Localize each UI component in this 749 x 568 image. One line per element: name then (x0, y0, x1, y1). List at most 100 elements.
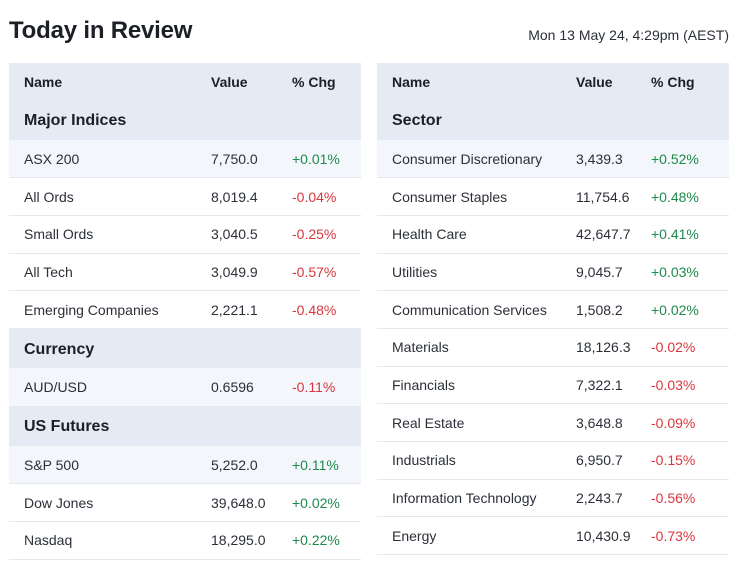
group-title: Major Indices (24, 112, 127, 129)
row-change: +0.22% (292, 532, 340, 549)
row-name[interactable]: Consumer Staples (392, 188, 508, 205)
table-row[interactable]: S&P 500 5,252.0 +0.11% (9, 446, 361, 484)
row-name[interactable]: Communication Services (392, 301, 547, 318)
table-header-row: Name Value % Chg (9, 63, 361, 100)
table-row[interactable]: Small Ords 3,040.5 -0.25% (9, 215, 361, 254)
row-value: 3,648.8 (576, 414, 623, 431)
table-row[interactable]: Dow Jones 39,648.0 +0.02% (9, 484, 361, 522)
table-row[interactable]: Financials 7,322.1 -0.03% (377, 366, 729, 404)
group-title: Sector (392, 112, 442, 129)
row-name[interactable]: Utilities (392, 263, 438, 280)
row-name[interactable]: AUD/USD (24, 379, 88, 396)
row-value: 3,040.5 (211, 226, 258, 243)
table-row[interactable]: Consumer Discretionary 3,439.3 +0.52% (377, 140, 729, 178)
table-row[interactable]: Real Estate 3,648.8 -0.09% (377, 404, 729, 442)
row-value: 1,508.2 (576, 301, 623, 318)
column-header-change[interactable]: % Chg (292, 73, 336, 90)
row-name[interactable]: Real Estate (392, 414, 465, 431)
column-header-value[interactable]: Value (211, 73, 248, 90)
row-change: -0.11% (292, 379, 336, 396)
column-header-name[interactable]: Name (24, 73, 63, 90)
row-name[interactable]: Information Technology (392, 490, 537, 507)
table-row[interactable]: ASX 200 7,750.0 +0.01% (9, 140, 361, 178)
row-change: +0.02% (651, 301, 699, 318)
row-name[interactable]: Health Care (392, 226, 467, 243)
row-change: +0.11% (292, 456, 339, 473)
table-row[interactable]: Utilities 9,045.7 +0.03% (377, 253, 729, 291)
row-value: 3,049.9 (211, 263, 258, 280)
table-row[interactable]: All Ords 8,019.4 -0.04% (9, 178, 361, 216)
group-header-us-futures: US Futures (9, 406, 361, 447)
row-name[interactable]: ASX 200 (24, 150, 80, 167)
row-name[interactable]: Materials (392, 339, 449, 356)
group-header-currency: Currency (9, 328, 361, 369)
row-value: 6,950.7 (576, 452, 623, 469)
table-row[interactable]: Health Care 42,647.7 +0.41% (377, 215, 729, 254)
row-value: 9,045.7 (576, 263, 623, 280)
row-value: 2,243.7 (576, 490, 623, 507)
table-row[interactable]: Materials 18,126.3 -0.02% (377, 328, 729, 367)
row-value: 0.6596 (211, 379, 254, 396)
row-change: -0.15% (651, 452, 696, 469)
row-change: -0.04% (292, 188, 337, 205)
row-change: -0.02% (651, 339, 696, 356)
row-change: +0.48% (651, 188, 699, 205)
table-row[interactable]: Consumer Staples 11,754.6 +0.48% (377, 178, 729, 216)
row-name[interactable]: Financials (392, 376, 456, 393)
row-name[interactable]: Nasdaq (24, 532, 73, 549)
row-value: 11,754.6 (576, 188, 630, 205)
row-name[interactable]: Dow Jones (24, 494, 94, 511)
table-row[interactable]: Energy 10,430.9 -0.73% (377, 517, 729, 555)
table-row[interactable]: Emerging Companies 2,221.1 -0.48% (9, 291, 361, 329)
table-header-row: Name Value % Chg (377, 63, 729, 100)
page-title: Today in Review (9, 17, 193, 44)
table-row[interactable]: Nasdaq 18,295.0 +0.22% (9, 522, 361, 560)
sector-table: Name Value % Chg Sector Consumer Discret… (377, 63, 729, 555)
row-value: 39,648.0 (211, 494, 266, 511)
row-change: +0.41% (651, 226, 699, 243)
row-value: 18,126.3 (576, 339, 631, 356)
row-change: -0.25% (292, 226, 337, 243)
group-header-major-indices: Major Indices (9, 100, 361, 140)
row-change: +0.03% (651, 263, 699, 280)
row-value: 5,252.0 (211, 456, 258, 473)
row-value: 10,430.9 (576, 527, 631, 544)
row-change: -0.57% (292, 263, 337, 280)
row-change: +0.01% (292, 150, 340, 167)
row-change: +0.52% (651, 150, 699, 167)
column-header-name[interactable]: Name (392, 73, 431, 90)
row-value: 42,647.7 (576, 226, 631, 243)
row-change: -0.73% (651, 527, 696, 544)
row-name[interactable]: Small Ords (24, 226, 94, 243)
table-row[interactable]: Information Technology 2,243.7 -0.56% (377, 479, 729, 517)
timestamp: Mon 13 May 24, 4:29pm (AEST) (528, 27, 729, 43)
row-name[interactable]: All Ords (24, 188, 74, 205)
row-name[interactable]: All Tech (24, 263, 73, 280)
row-change: -0.09% (651, 414, 696, 431)
group-title: Currency (24, 340, 95, 358)
table-row[interactable]: Industrials 6,950.7 -0.15% (377, 442, 729, 480)
row-value: 7,322.1 (576, 376, 623, 393)
row-value: 3,439.3 (576, 150, 623, 167)
row-change: -0.48% (292, 301, 337, 318)
group-header-sector: Sector (377, 100, 729, 140)
table-row[interactable]: All Tech 3,049.9 -0.57% (9, 253, 361, 291)
row-change: -0.56% (651, 490, 696, 507)
row-value: 7,750.0 (211, 150, 258, 167)
column-header-value[interactable]: Value (576, 73, 613, 90)
row-value: 2,221.1 (211, 301, 258, 318)
market-indices-table: Name Value % Chg Major Indices ASX 200 7… (9, 63, 361, 560)
group-title: US Futures (24, 418, 110, 436)
row-change: -0.03% (651, 376, 696, 393)
table-row[interactable]: AUD/USD 0.6596 -0.11% (9, 368, 361, 407)
row-name[interactable]: S&P 500 (24, 456, 80, 473)
row-name[interactable]: Emerging Companies (24, 301, 159, 318)
row-change: +0.02% (292, 494, 340, 511)
row-name[interactable]: Industrials (392, 452, 456, 469)
row-value: 18,295.0 (211, 532, 266, 549)
column-header-change[interactable]: % Chg (651, 73, 695, 90)
table-row[interactable]: Communication Services 1,508.2 +0.02% (377, 291, 729, 329)
row-value: 8,019.4 (211, 188, 258, 205)
row-name[interactable]: Energy (392, 527, 437, 544)
row-name[interactable]: Consumer Discretionary (392, 150, 543, 167)
